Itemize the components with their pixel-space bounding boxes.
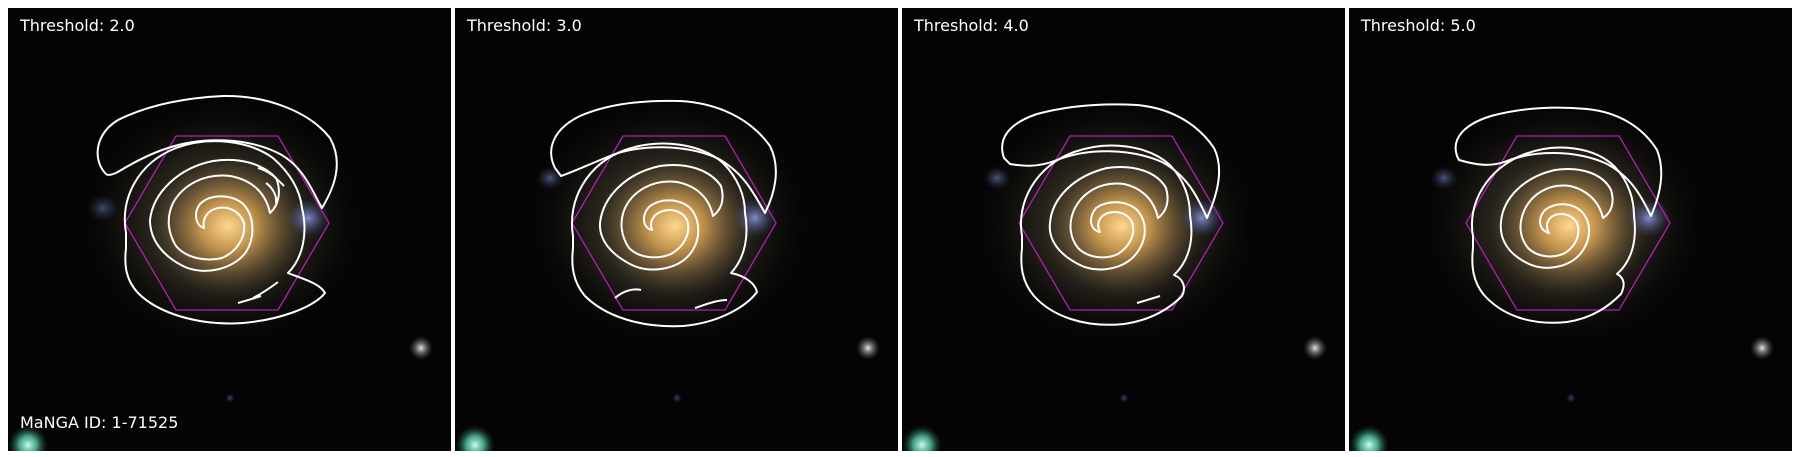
galaxy-panel-1: Threshold: 2.0 MaNGA ID: 1-71525 [8,8,451,451]
contour-lines [1001,103,1221,326]
contour-lines [1454,106,1663,324]
galaxy-image-3 [902,8,1345,451]
galaxy-panel-4: Threshold: 5.0 [1349,8,1792,451]
galaxy-image-1 [8,8,451,451]
threshold-label: Threshold: 2.0 [20,16,135,35]
threshold-label: Threshold: 3.0 [467,16,582,35]
galaxy-panel-3: Threshold: 4.0 [902,8,1345,451]
hexagon-outline [1018,135,1224,311]
galaxy-panel-2: Threshold: 3.0 [455,8,898,451]
hexagon-outline [1465,135,1671,311]
galaxy-image-2 [455,8,898,451]
contour-lines [96,94,338,325]
contour-lines [550,99,777,328]
manga-id-label: MaNGA ID: 1-71525 [20,413,179,432]
galaxy-image-4 [1349,8,1792,451]
threshold-label: Threshold: 4.0 [914,16,1029,35]
threshold-label: Threshold: 5.0 [1361,16,1476,35]
